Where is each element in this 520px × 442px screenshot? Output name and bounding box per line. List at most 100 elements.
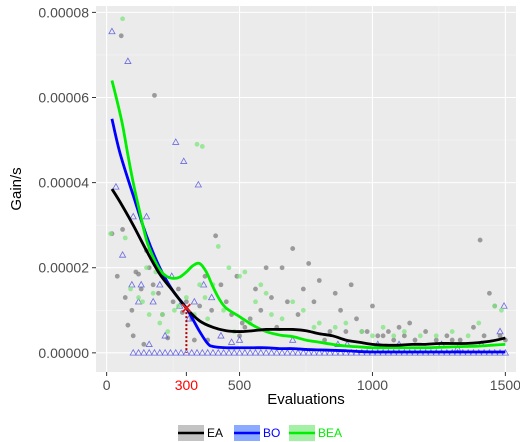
legend-label-bea: BEA (318, 426, 342, 440)
point-bo (112, 182, 120, 190)
point-bo (262, 348, 270, 356)
point-bo (342, 348, 350, 356)
point-bea (160, 312, 165, 317)
point-bea (194, 141, 200, 147)
x-tick-label: 500 (228, 377, 252, 393)
point-bo (199, 280, 208, 288)
point-ea (223, 299, 229, 305)
x-tick-label: 1500 (490, 377, 520, 393)
point-bea (263, 290, 269, 296)
point-bo (241, 348, 249, 356)
x-tick-label: 0 (103, 377, 111, 393)
y-tick-label: 0.00000 (38, 345, 89, 361)
point-ea (477, 237, 483, 243)
point-ea (290, 246, 296, 251)
point-bea (498, 307, 504, 313)
point-bea (258, 282, 264, 288)
point-bo (273, 348, 281, 356)
point-ea (253, 286, 258, 292)
point-bo (214, 348, 222, 356)
legend: EA BO BEA (178, 425, 342, 441)
point-ea (364, 329, 370, 334)
point-bo (161, 348, 169, 356)
point-ea (170, 299, 176, 305)
point-bo (500, 302, 508, 309)
point-bo (235, 336, 244, 343)
point-bo (310, 348, 318, 356)
point-ea (449, 337, 455, 343)
point-ea (348, 282, 354, 288)
x-tick-label: 1000 (357, 377, 388, 393)
y-tick-label: 0.00006 (38, 90, 89, 106)
point-ea (375, 333, 381, 339)
point-ea (481, 333, 487, 339)
grid-lines (96, 6, 516, 372)
point-bea (202, 295, 208, 300)
point-ea (457, 337, 463, 343)
point-bo (288, 336, 297, 343)
point-bo (331, 348, 339, 356)
point-bo (336, 348, 345, 356)
point-ea (141, 341, 147, 347)
point-ea (247, 316, 253, 322)
point-bea (122, 235, 128, 241)
point-bo (267, 348, 276, 356)
point-ea (129, 307, 135, 313)
point-bea (391, 333, 397, 339)
point-ea (284, 299, 290, 305)
point-bea (136, 295, 141, 300)
point-ea (354, 316, 359, 322)
point-bea (332, 324, 338, 330)
point-bea (226, 265, 232, 271)
point-ea (338, 307, 343, 313)
point-bo (150, 348, 159, 356)
y-tick-label: 0.00002 (38, 260, 89, 276)
point-bea (492, 303, 498, 309)
crossover-marker (181, 303, 192, 353)
point-bo (145, 340, 153, 347)
y-axis-title: Gain/s (8, 167, 25, 210)
point-ea (209, 307, 215, 313)
point-bea (128, 286, 133, 292)
point-ea (471, 324, 476, 330)
point-bo (230, 348, 238, 356)
point-bo (294, 348, 302, 356)
point-bo (108, 27, 116, 35)
point-bea (108, 231, 114, 237)
point-ea (197, 303, 203, 309)
point-ea (487, 290, 492, 296)
point-bo (182, 348, 191, 356)
y-tick-label: 0.00004 (38, 175, 89, 191)
point-ea (370, 303, 375, 309)
x-axis-title: Evaluations (267, 391, 345, 408)
point-bo (129, 348, 137, 356)
point-bo (209, 348, 217, 356)
point-ea (138, 286, 144, 292)
point-ea (423, 329, 429, 334)
marker-x-icon (181, 303, 192, 313)
point-ea (258, 307, 264, 313)
point-bea (476, 320, 482, 326)
point-bo (283, 348, 292, 356)
point-bea (311, 324, 317, 330)
point-bo (251, 348, 260, 356)
point-bea (449, 329, 455, 334)
point-ea (300, 286, 306, 292)
point-bea (221, 307, 226, 313)
point-ea (412, 337, 418, 343)
point-bo (315, 348, 324, 356)
point-bo (235, 348, 244, 356)
legend-item-bo: BO (234, 425, 280, 441)
point-bo (207, 293, 216, 301)
point-bo (219, 348, 228, 356)
point-ea (156, 290, 161, 296)
point-ea (239, 320, 245, 326)
point-bo (156, 280, 164, 288)
point-bo (278, 348, 286, 356)
axes: 0.00000 0.00002 0.00004 0.00006 0.00008 0 500 1… (38, 4, 520, 393)
point-bea (157, 320, 163, 326)
point-ea (118, 33, 124, 39)
point-bo (145, 348, 153, 356)
point-ea (407, 320, 413, 326)
